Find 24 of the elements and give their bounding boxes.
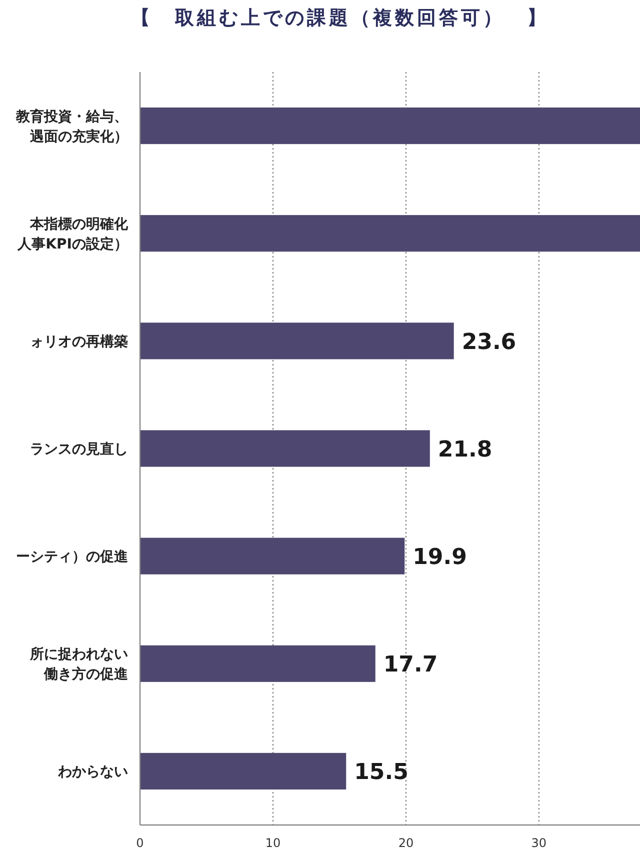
chart-title: 【 取組む上での課題（複数回答可） 】 bbox=[131, 7, 549, 29]
data-label: 23.6 bbox=[462, 330, 516, 355]
y-tick-label: ランスの見直し bbox=[30, 442, 128, 458]
y-tick-label: 教育投資・給与、遇面の充実化） bbox=[15, 108, 128, 145]
bar bbox=[140, 430, 430, 467]
bar bbox=[140, 108, 640, 144]
data-label: 15.5 bbox=[354, 760, 408, 786]
bar bbox=[140, 322, 454, 360]
bar bbox=[140, 538, 405, 574]
data-label: 17.7 bbox=[383, 652, 438, 678]
x-tick-label: 20 bbox=[398, 836, 414, 850]
bar bbox=[140, 215, 640, 252]
data-label: 19.9 bbox=[412, 545, 467, 570]
y-tick-label: 所に捉われない働き方の促進 bbox=[29, 646, 129, 683]
y-tick-label: わからない bbox=[57, 764, 128, 780]
bar bbox=[140, 645, 376, 682]
y-tick-label: ォリオの再構築 bbox=[30, 334, 128, 350]
x-tick-label: 30 bbox=[531, 836, 547, 850]
x-tick-label: 10 bbox=[265, 836, 281, 850]
y-tick-label: ーシティ）の促進 bbox=[16, 549, 129, 566]
y-tick-label: 本指標の明確化人事KPIの設定） bbox=[16, 216, 129, 252]
x-tick-label: 0 bbox=[136, 836, 144, 850]
data-label: 21.8 bbox=[438, 438, 492, 462]
bar bbox=[140, 752, 346, 790]
